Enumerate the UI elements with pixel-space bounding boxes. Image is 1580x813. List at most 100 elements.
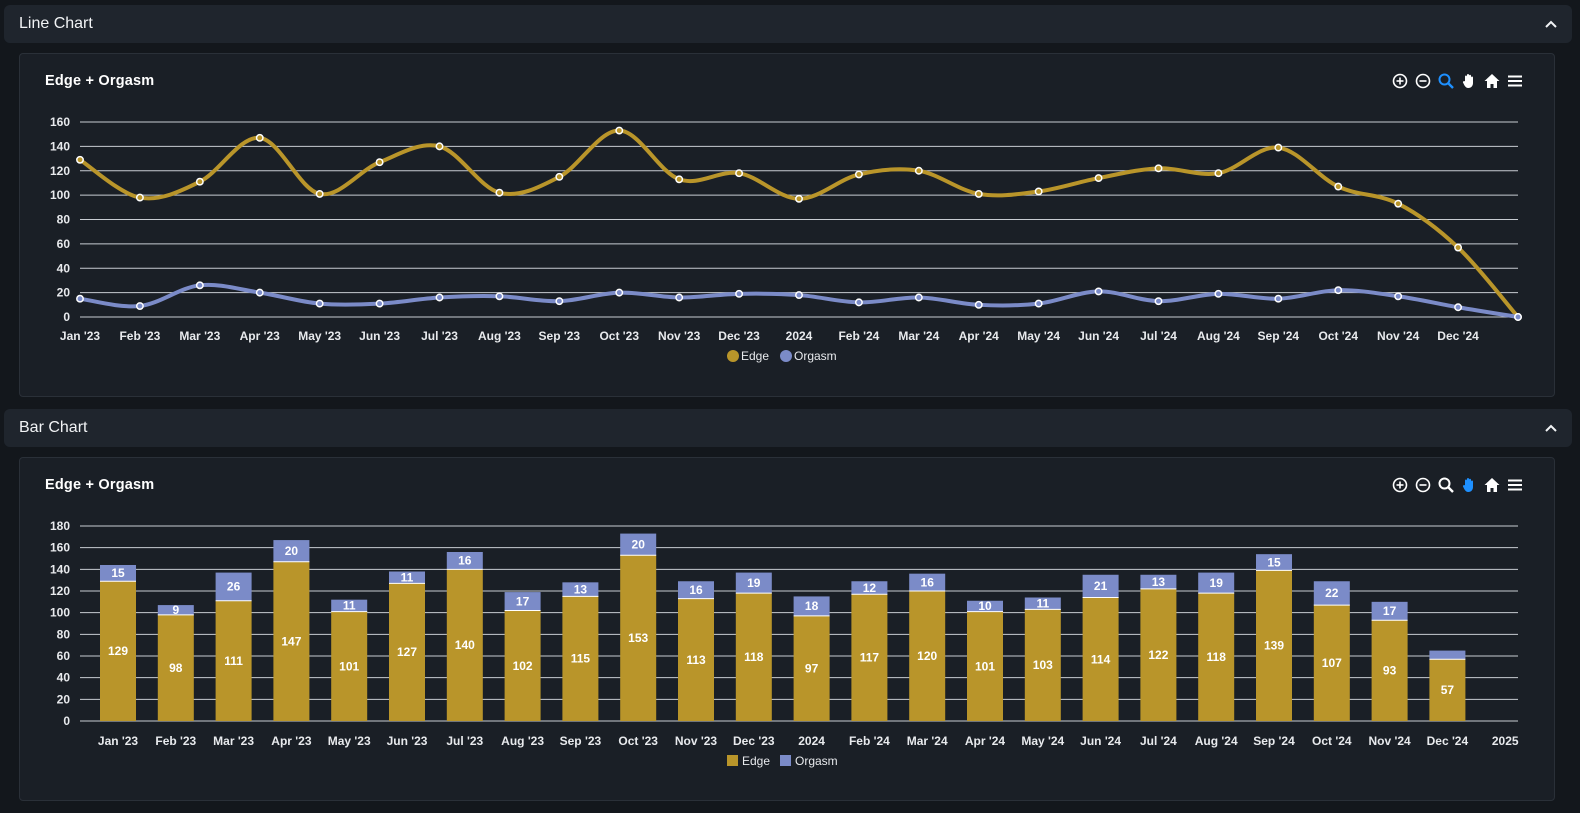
- bar-orgasm[interactable]: [1256, 554, 1292, 571]
- home-reset-icon[interactable]: [1482, 476, 1501, 495]
- data-point[interactable]: [76, 294, 84, 303]
- bar-orgasm[interactable]: [1140, 574, 1177, 589]
- legend-marker-orgasm[interactable]: [780, 350, 792, 362]
- menu-icon[interactable]: [1505, 476, 1524, 495]
- bar-orgasm[interactable]: [1313, 581, 1350, 606]
- bar-edge[interactable]: [1429, 659, 1466, 721]
- zoom-out-icon[interactable]: [1413, 72, 1432, 91]
- data-point[interactable]: [495, 292, 504, 301]
- data-point[interactable]: [255, 133, 264, 142]
- bar-edge[interactable]: [389, 583, 425, 721]
- data-point[interactable]: [135, 193, 144, 202]
- bar-edge[interactable]: [215, 600, 252, 721]
- legend-label-edge[interactable]: Edge: [742, 754, 770, 768]
- home-reset-icon[interactable]: [1482, 72, 1501, 91]
- bar-orgasm[interactable]: [504, 592, 541, 611]
- bar-edge[interactable]: [1024, 609, 1061, 721]
- bar-edge[interactable]: [446, 569, 483, 721]
- bar-edge[interactable]: [678, 598, 714, 721]
- data-point[interactable]: [1454, 243, 1463, 252]
- data-point[interactable]: [135, 302, 144, 310]
- bar-orgasm[interactable]: [620, 533, 657, 556]
- chevron-up-icon[interactable]: [1544, 17, 1558, 31]
- data-point[interactable]: [315, 189, 324, 198]
- data-point[interactable]: [854, 170, 863, 179]
- bar-edge[interactable]: [851, 594, 888, 721]
- data-point[interactable]: [1274, 294, 1283, 303]
- bar-edge[interactable]: [1140, 588, 1177, 721]
- data-point[interactable]: [1094, 174, 1103, 183]
- data-point[interactable]: [854, 298, 863, 307]
- data-point[interactable]: [315, 299, 324, 308]
- data-point[interactable]: [1334, 286, 1343, 295]
- bar-edge[interactable]: [1256, 570, 1292, 721]
- bar-edge[interactable]: [273, 561, 310, 721]
- data-point[interactable]: [974, 300, 983, 309]
- data-point[interactable]: [914, 293, 923, 302]
- data-point[interactable]: [76, 155, 84, 164]
- data-point[interactable]: [795, 194, 803, 203]
- bar-chart-section-header[interactable]: Bar Chart: [4, 409, 1572, 447]
- bar-orgasm[interactable]: [735, 572, 772, 594]
- data-point[interactable]: [375, 299, 384, 308]
- data-point[interactable]: [555, 297, 564, 306]
- data-point[interactable]: [1394, 199, 1403, 208]
- bar-edge[interactable]: [909, 591, 946, 721]
- pan-hand-icon[interactable]: [1459, 72, 1478, 91]
- data-point[interactable]: [795, 291, 803, 300]
- data-point[interactable]: [675, 175, 684, 184]
- bar-orgasm[interactable]: [100, 565, 136, 582]
- bar-edge[interactable]: [100, 581, 136, 721]
- data-point[interactable]: [435, 142, 444, 151]
- zoom-out-icon[interactable]: [1413, 476, 1432, 495]
- legend-marker-edge[interactable]: [727, 755, 738, 766]
- data-point[interactable]: [255, 288, 264, 297]
- legend-marker-orgasm[interactable]: [780, 755, 791, 766]
- data-point[interactable]: [1214, 289, 1223, 298]
- data-point[interactable]: [615, 288, 624, 297]
- data-point[interactable]: [1154, 164, 1163, 173]
- bar-orgasm[interactable]: [793, 596, 830, 616]
- menu-icon[interactable]: [1505, 72, 1524, 91]
- bar-orgasm[interactable]: [331, 599, 368, 612]
- bar-orgasm[interactable]: [389, 571, 425, 584]
- bar-edge[interactable]: [157, 614, 194, 721]
- legend-marker-edge[interactable]: [727, 350, 739, 362]
- bar-orgasm[interactable]: [273, 540, 310, 562]
- data-point[interactable]: [435, 293, 444, 302]
- bar-edge[interactable]: [735, 593, 772, 721]
- bar-orgasm[interactable]: [851, 581, 888, 595]
- data-point[interactable]: [675, 293, 684, 302]
- data-point[interactable]: [195, 177, 204, 186]
- data-point[interactable]: [1034, 187, 1043, 196]
- bar-orgasm[interactable]: [967, 600, 1003, 612]
- bar-edge[interactable]: [1082, 597, 1119, 722]
- bar-edge[interactable]: [1313, 605, 1350, 721]
- bar-orgasm[interactable]: [446, 552, 483, 570]
- bar-orgasm[interactable]: [678, 581, 714, 599]
- bar-edge[interactable]: [967, 611, 1003, 721]
- bar-orgasm[interactable]: [157, 605, 194, 615]
- zoom-in-icon[interactable]: [1390, 72, 1409, 91]
- data-point[interactable]: [1034, 299, 1043, 308]
- data-point[interactable]: [555, 172, 564, 181]
- bar-edge[interactable]: [1198, 593, 1235, 721]
- legend-label-edge[interactable]: Edge: [741, 349, 769, 363]
- chevron-up-icon[interactable]: [1544, 421, 1558, 435]
- legend-label-orgasm[interactable]: Orgasm: [795, 754, 838, 768]
- bar-orgasm[interactable]: [562, 582, 599, 597]
- legend-label-orgasm[interactable]: Orgasm: [794, 349, 837, 363]
- bar-orgasm[interactable]: [215, 572, 252, 601]
- bar-edge[interactable]: [504, 610, 541, 722]
- data-point[interactable]: [375, 158, 384, 167]
- data-point[interactable]: [1394, 292, 1403, 301]
- bar-orgasm[interactable]: [909, 573, 946, 591]
- zoom-select-icon[interactable]: [1436, 72, 1455, 91]
- data-point[interactable]: [195, 281, 204, 290]
- bar-edge[interactable]: [620, 555, 657, 721]
- data-point[interactable]: [974, 189, 983, 198]
- data-point[interactable]: [1214, 169, 1223, 178]
- data-point[interactable]: [1454, 303, 1463, 312]
- data-point[interactable]: [735, 289, 744, 298]
- bar-orgasm[interactable]: [1024, 597, 1061, 610]
